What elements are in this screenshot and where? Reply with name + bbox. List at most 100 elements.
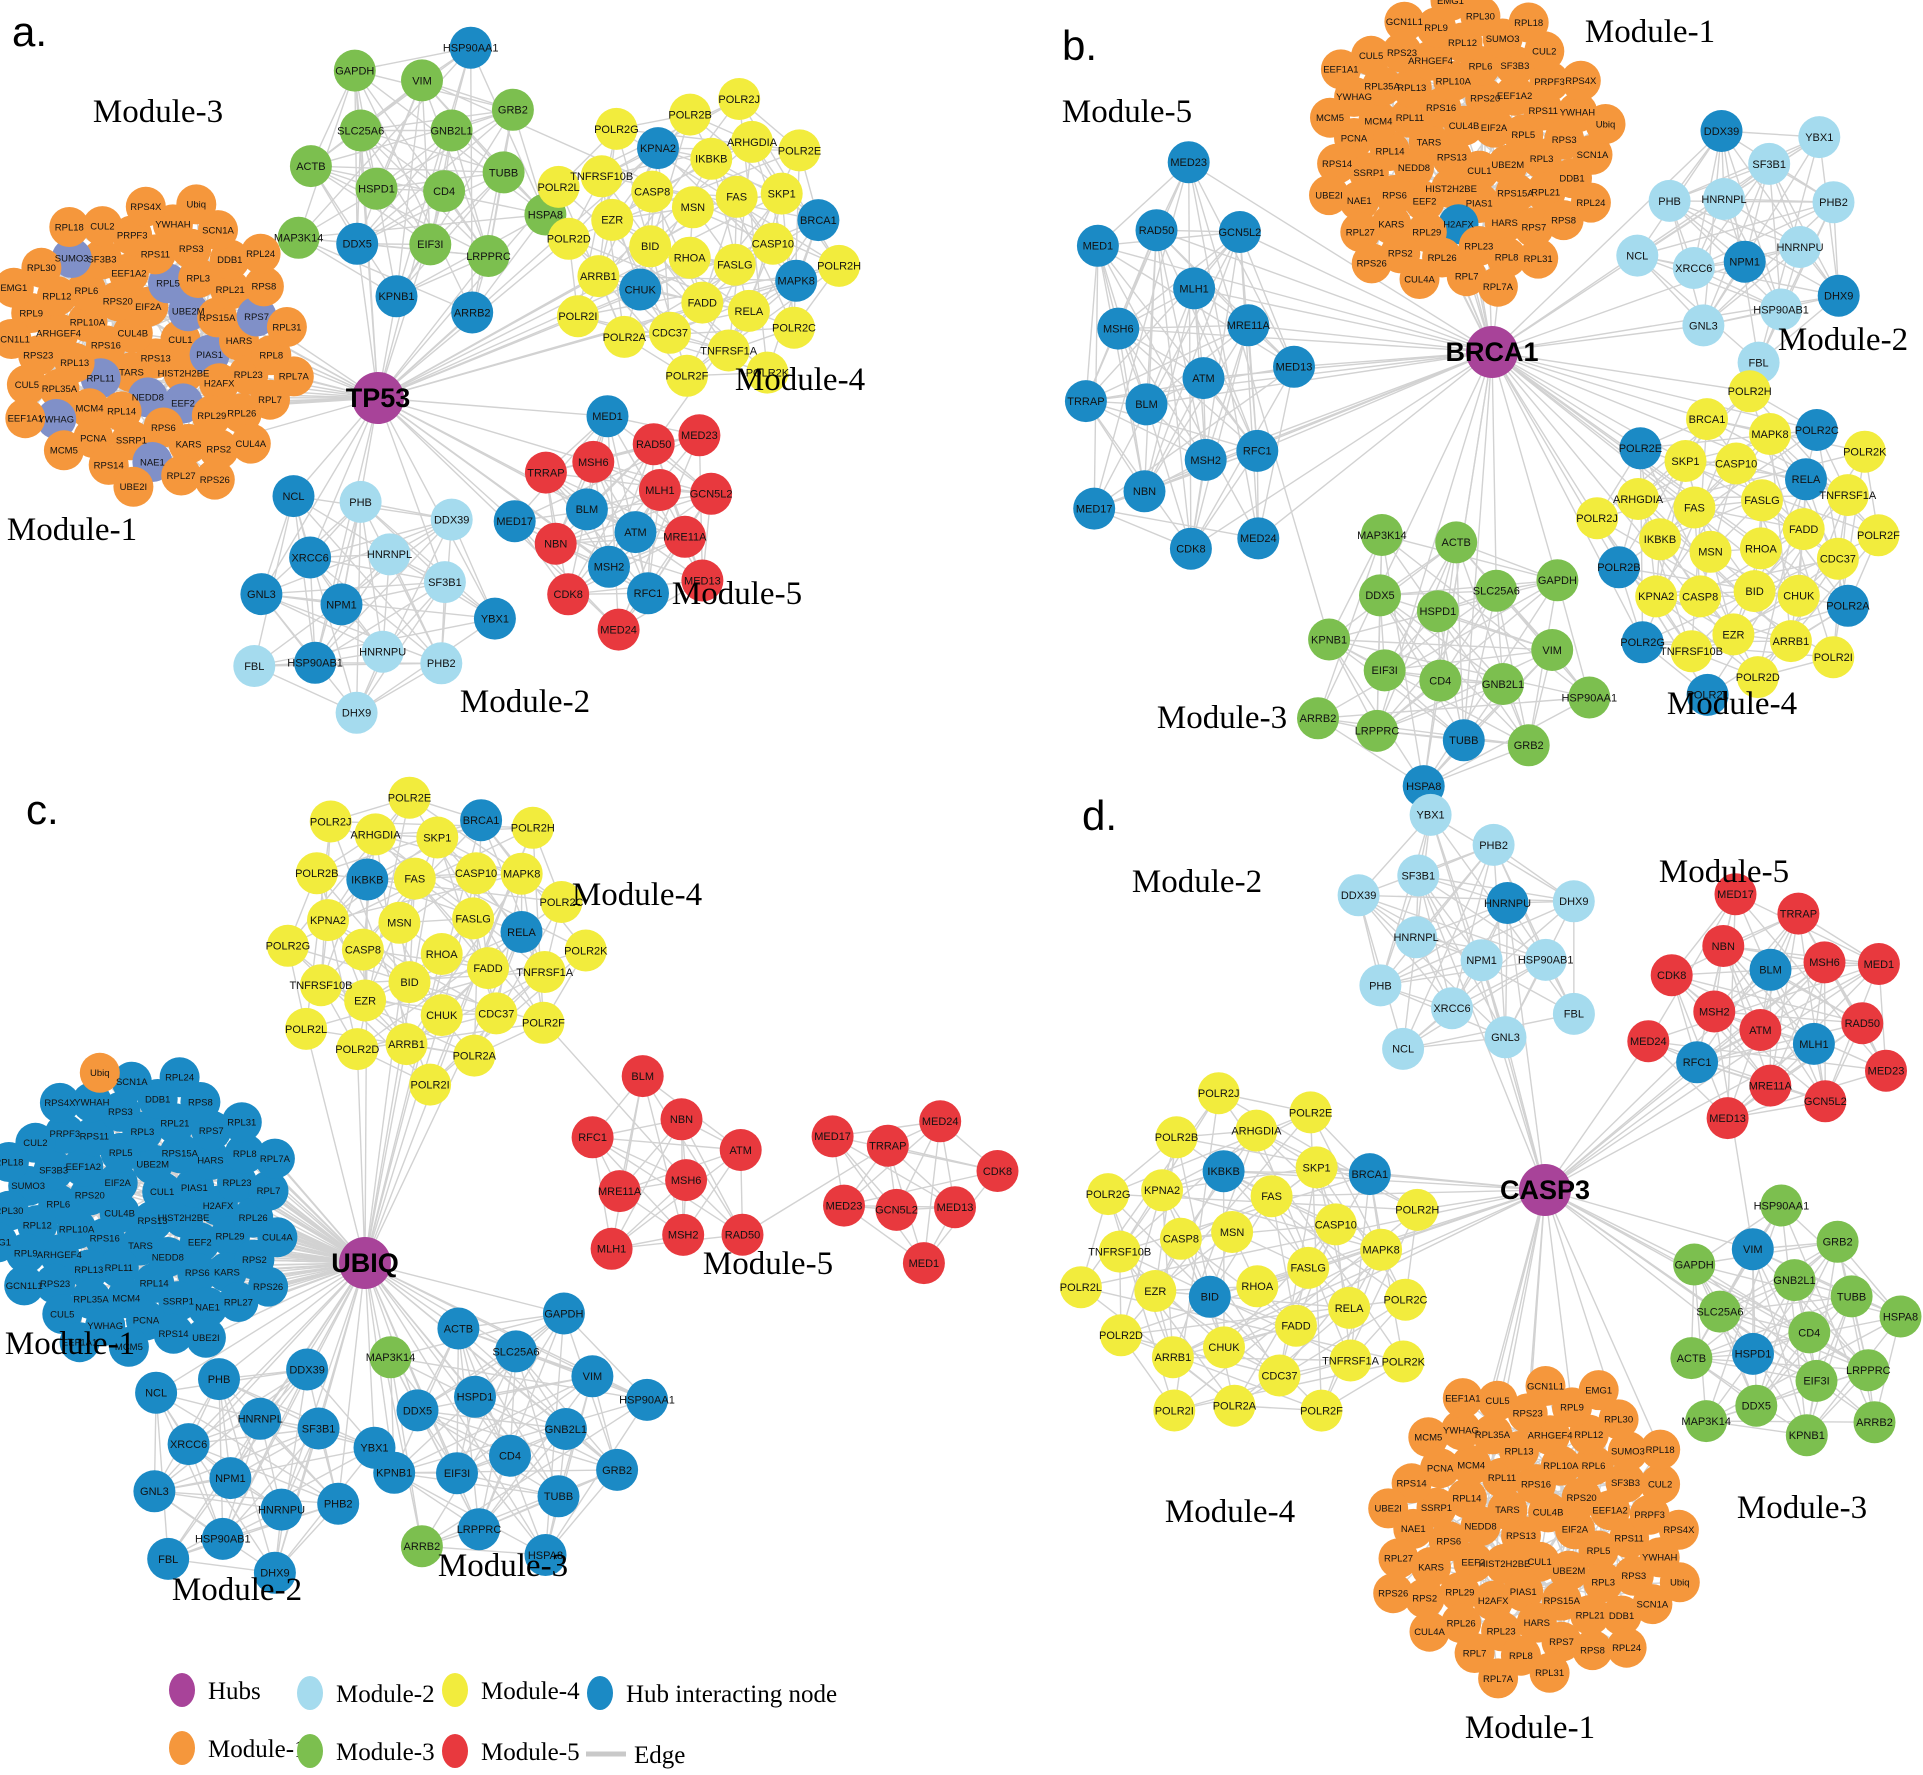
node-label: HSPA8 xyxy=(1406,781,1441,793)
node-label: EIF2A xyxy=(1562,1525,1589,1536)
hub-edge xyxy=(1491,351,1849,607)
node-label: DDB1 xyxy=(1609,1611,1634,1622)
node-label: RPS16 xyxy=(91,341,121,352)
node-label: RPS11 xyxy=(1528,106,1557,117)
node-label: SCN1A xyxy=(1577,150,1609,161)
node-PHB2 xyxy=(1812,181,1855,224)
node-SF3B1 xyxy=(1748,142,1791,185)
node-label: RPS11 xyxy=(141,250,170,261)
node-label: EIF3I xyxy=(1372,665,1398,677)
node-KARS xyxy=(1411,1547,1451,1587)
node-label: POLR2E xyxy=(778,145,821,157)
node-label: POLR2H xyxy=(1728,386,1772,398)
node-POLR2J xyxy=(718,78,761,120)
node-YBX1 xyxy=(1409,793,1452,836)
node-label: RPL29 xyxy=(1445,1587,1474,1598)
hub-edge xyxy=(1544,1189,1661,1450)
node-CDC37 xyxy=(1258,1354,1301,1397)
node-label: POLR2J xyxy=(1198,1088,1240,1100)
node-EZR xyxy=(591,198,634,241)
node-label: KPNA2 xyxy=(640,143,676,155)
edge xyxy=(653,443,704,581)
hub-edge xyxy=(1172,1189,1546,1358)
node-label: HIST2H2BE xyxy=(1425,184,1477,195)
node-label: NEDD8 xyxy=(1464,1521,1496,1532)
node-label: SKP1 xyxy=(423,832,451,844)
node-RPL18 xyxy=(1640,1429,1681,1470)
node-label: RPL31 xyxy=(1524,254,1553,265)
node-label: EEF1A1 xyxy=(62,1338,97,1349)
node-label: RPL3 xyxy=(186,273,210,284)
node-label: HSPA8 xyxy=(528,209,563,221)
node-label: POLR2J xyxy=(1576,513,1618,525)
node-MED1 xyxy=(586,395,629,438)
edge xyxy=(1637,201,1834,257)
node-RPL30 xyxy=(1598,1399,1639,1440)
node-EIF3I xyxy=(1795,1359,1838,1402)
node-label: RPL23 xyxy=(1464,241,1493,252)
node-CASP8 xyxy=(631,170,674,213)
node-CASP8 xyxy=(1159,1217,1202,1260)
node-label: TNFRSF1A xyxy=(1322,1355,1380,1367)
node-EEF2 xyxy=(1404,181,1445,222)
node-EEF1A1 xyxy=(5,398,46,439)
node-label: ATM xyxy=(1749,1025,1771,1037)
node-label: POLR2D xyxy=(1099,1330,1143,1342)
node-label: RPL7 xyxy=(1455,272,1479,283)
node-PIAS1 xyxy=(1503,1571,1544,1612)
node-label: EEF1A1 xyxy=(1323,65,1358,76)
node-HNRNPL xyxy=(239,1397,282,1440)
node-label: CHUK xyxy=(426,1010,458,1022)
node-label: ARHGEF4 xyxy=(1408,56,1453,67)
node-ACTB xyxy=(1435,521,1478,564)
node-label: RPS13 xyxy=(141,354,171,365)
node-RPS7 xyxy=(236,296,277,337)
node-ARHGDIA xyxy=(1617,478,1660,520)
hub-edge xyxy=(1491,130,1722,353)
node-POLR2A xyxy=(603,315,646,358)
node-label: BLM xyxy=(631,1071,654,1083)
node-label: UBE2I xyxy=(1374,1504,1401,1515)
node-label: PHB2 xyxy=(1479,840,1508,852)
node-POLR2G xyxy=(1087,1173,1130,1216)
hub-edge xyxy=(1491,351,1641,449)
node-label: LRPPRC xyxy=(1846,1365,1891,1377)
edge xyxy=(1255,1130,1382,1251)
edge xyxy=(1223,1170,1350,1309)
node-label: SF3B1 xyxy=(1752,159,1786,171)
node-HSP90AB1 xyxy=(201,1517,244,1560)
node-MED23 xyxy=(1865,1049,1907,1092)
hub-edge xyxy=(1544,1061,1698,1191)
node-TNFRSF1A xyxy=(1826,474,1869,517)
node-HARS xyxy=(190,1140,231,1180)
edge xyxy=(1358,894,1506,1038)
edge xyxy=(1161,1111,1311,1191)
node-CUL2 xyxy=(1640,1464,1681,1505)
node-label: SLC25A6 xyxy=(1473,586,1520,598)
edge xyxy=(1154,1137,1178,1292)
node-EZR xyxy=(1134,1270,1177,1312)
edge xyxy=(188,1443,339,1505)
node-label: MED17 xyxy=(1717,889,1754,901)
node-label: HNRNPL xyxy=(1701,194,1746,206)
node-label: RPS14 xyxy=(94,460,124,471)
node-CHUK xyxy=(420,994,463,1037)
node-label: GNB2L1 xyxy=(1482,679,1524,691)
node-RPL7A xyxy=(1478,1658,1519,1699)
node-POLR2J xyxy=(309,800,352,843)
node-RPL7 xyxy=(1454,1633,1495,1673)
node-Ubiq xyxy=(1659,1562,1700,1603)
hub-edge xyxy=(1429,814,1546,1191)
node-label: RPL23 xyxy=(1487,1627,1516,1638)
edge xyxy=(1752,1248,1901,1318)
node-GNB2L1 xyxy=(544,1408,587,1450)
node-label: RPL14 xyxy=(107,407,136,418)
node-MED1 xyxy=(902,1242,945,1285)
node-label: POLR2H xyxy=(1395,1205,1439,1217)
node-label: EMG1 xyxy=(0,283,27,294)
node-label: HIST2H2BE xyxy=(158,369,210,380)
node-CASP10 xyxy=(751,222,794,265)
node-POLR2H xyxy=(1728,370,1771,413)
node-RPL30 xyxy=(21,247,62,288)
node-MED23 xyxy=(823,1184,865,1227)
